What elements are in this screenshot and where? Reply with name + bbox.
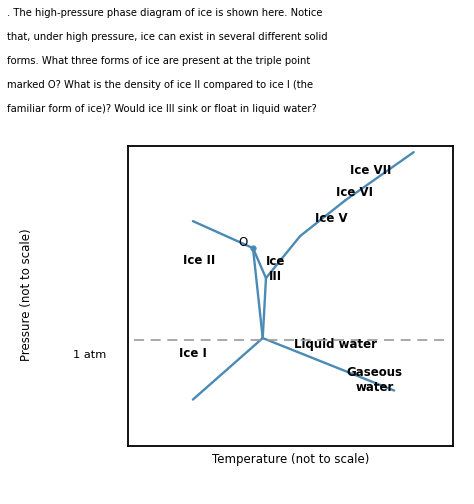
Text: Gaseous
water: Gaseous water (347, 366, 403, 394)
Text: Ice II: Ice II (183, 254, 216, 267)
Text: Ice VII: Ice VII (350, 164, 392, 176)
Text: that, under high pressure, ice can exist in several different solid: that, under high pressure, ice can exist… (7, 32, 328, 42)
Text: marked O? What is the density of ice II compared to ice I (the: marked O? What is the density of ice II … (7, 80, 313, 90)
Text: O: O (238, 236, 248, 248)
Text: . The high-pressure phase diagram of ice is shown here. Notice: . The high-pressure phase diagram of ice… (7, 8, 323, 18)
Text: Ice VI: Ice VI (336, 186, 373, 199)
Text: Ice V: Ice V (315, 212, 347, 225)
Text: Liquid water: Liquid water (294, 338, 377, 351)
Text: 1 atm: 1 atm (73, 350, 107, 360)
X-axis label: Temperature (not to scale): Temperature (not to scale) (211, 453, 369, 466)
Text: Ice I: Ice I (179, 347, 207, 359)
Text: familiar form of ice)? Would ice III sink or float in liquid water?: familiar form of ice)? Would ice III sin… (7, 104, 317, 114)
Text: Ice
III: Ice III (266, 255, 285, 283)
Text: Pressure (not to scale): Pressure (not to scale) (19, 228, 33, 361)
Text: forms. What three forms of ice are present at the triple point: forms. What three forms of ice are prese… (7, 56, 310, 66)
